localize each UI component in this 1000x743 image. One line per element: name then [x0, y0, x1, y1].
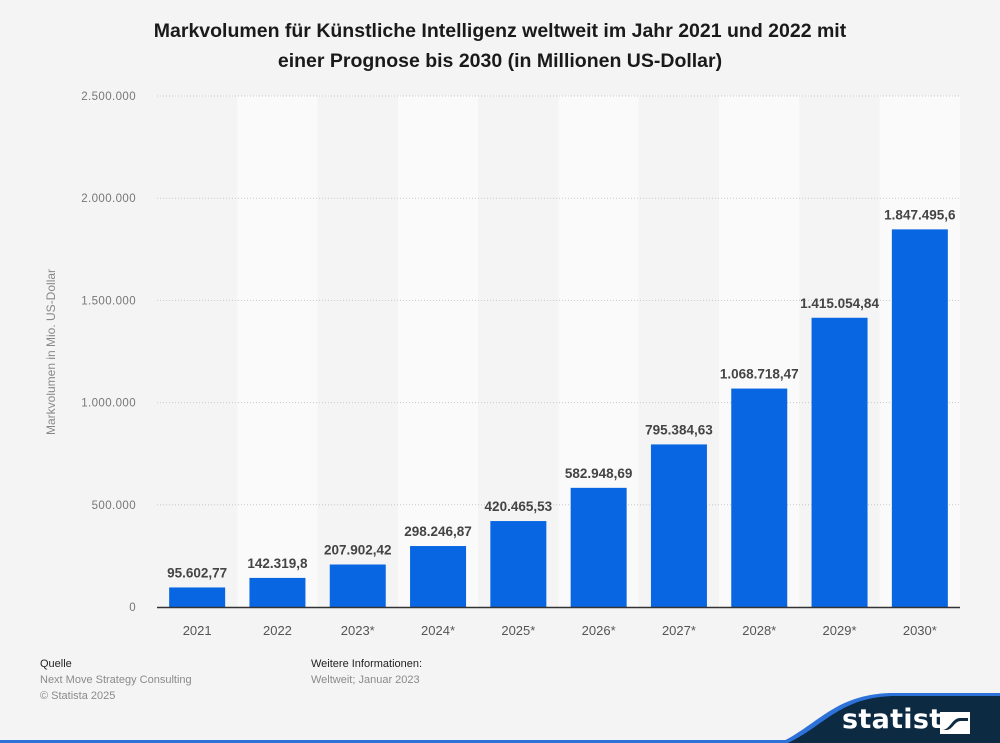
value-label: 1.068.718,47 [720, 367, 799, 382]
category-band [397, 96, 479, 607]
bar[interactable] [650, 444, 707, 607]
value-label: 1.415.054,84 [800, 296, 879, 311]
x-tick-label: 2025* [501, 623, 535, 638]
brand-bar [0, 740, 1000, 743]
bars [169, 229, 948, 608]
y-axis-label: Markvolumen in Mio. US-Dollar [44, 269, 58, 435]
value-label: 95.602,77 [167, 565, 227, 580]
bar[interactable] [249, 577, 306, 607]
value-label: 420.465,53 [485, 499, 553, 514]
y-axis-ticks: 0 500.000 1.000.000 1.500.000 2.000.000 2.500… [81, 91, 136, 614]
chart-title: Markvolumen für Künstliche Intelligenz w… [0, 16, 1000, 76]
bar[interactable] [169, 587, 226, 607]
category-band [157, 96, 238, 607]
chart-title-line-2: einer Prognose bis 2030 (in Millionen US… [277, 50, 723, 72]
bar[interactable] [329, 564, 386, 607]
x-tick-label: 2022 [263, 623, 292, 638]
bar[interactable] [731, 388, 788, 607]
y-tick-label: 1.000.000 [81, 398, 136, 410]
x-tick-label: 2028* [742, 623, 776, 638]
source-text[interactable]: Next Move Strategy Consulting [40, 674, 192, 686]
category-band [317, 96, 398, 607]
info-block: Weitere Informationen: Weltweit; Januar … [311, 656, 422, 688]
x-tick-label: 2021 [183, 623, 212, 638]
y-tick-label: 2.500.000 [81, 91, 136, 103]
copyright-text: © Statista 2025 [40, 690, 116, 702]
x-axis-ticks: 2021 2022 2023* 2024* 2025* 2026* 2027* 2028* 20… [183, 623, 937, 638]
x-tick-label: 2030* [903, 623, 937, 638]
x-tick-label: 2023* [341, 623, 375, 638]
value-label: 207.902,42 [324, 543, 392, 558]
bar[interactable] [811, 317, 868, 607]
value-label: 298.246,87 [404, 524, 472, 539]
y-tick-label: 2.000.000 [81, 193, 136, 205]
bar[interactable] [410, 546, 467, 607]
value-label: 582.948,69 [565, 466, 633, 481]
y-tick-label: 500.000 [92, 500, 136, 512]
chart-title-line-1: Markvolumen für Künstliche Intelligenz w… [153, 20, 847, 42]
bar[interactable] [490, 521, 547, 607]
info-heading: Weitere Informationen: [311, 658, 423, 670]
info-text: Weltweit; Januar 2023 [311, 674, 420, 686]
value-label: 142.319,8 [247, 556, 308, 571]
bar-chart: 0 500.000 1.000.000 1.500.000 2.000.000 2.500… [44, 91, 960, 638]
y-tick-label: 1.500.000 [81, 295, 136, 307]
value-label: 795.384,63 [645, 422, 713, 437]
x-tick-label: 2024* [421, 623, 455, 638]
bar[interactable] [891, 229, 948, 608]
x-tick-label: 2027* [662, 623, 696, 638]
source-heading: Quelle [40, 658, 72, 670]
source-block: Quelle Next Move Strategy Consulting © S… [40, 656, 192, 704]
x-tick-label: 2026* [582, 623, 616, 638]
statista-logo[interactable]: statista [780, 683, 1000, 743]
value-label: 1.847.495,6 [884, 207, 956, 222]
bar[interactable] [570, 487, 627, 607]
category-band [237, 96, 318, 607]
x-tick-label: 2029* [823, 623, 857, 638]
statista-logo-icon [940, 712, 970, 734]
value-labels: 95.602,77 142.319,8 207.902,42 298.246,87 42… [167, 207, 956, 580]
y-tick-label: 0 [129, 602, 136, 614]
